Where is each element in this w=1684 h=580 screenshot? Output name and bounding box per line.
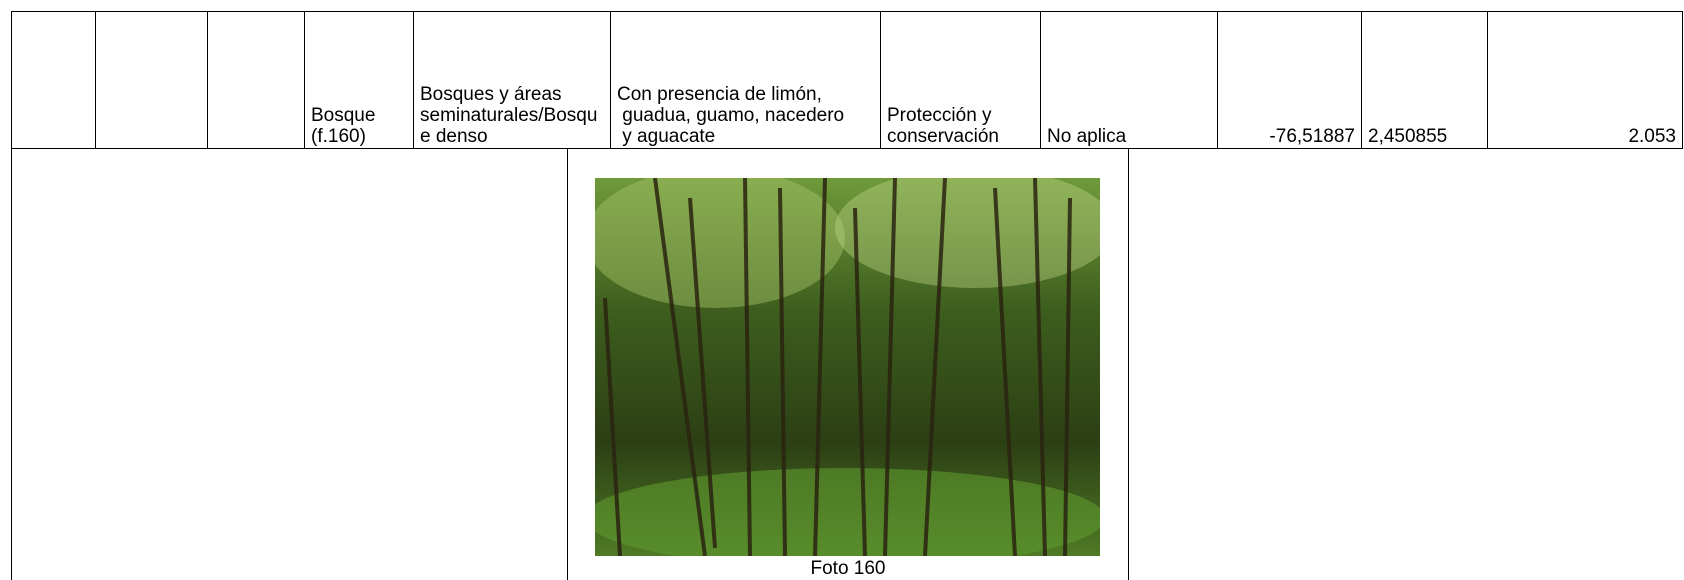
cell: 2.053 bbox=[1487, 11, 1683, 149]
photo-frame bbox=[567, 148, 1129, 580]
empty-cell bbox=[11, 11, 96, 149]
cell: No aplica bbox=[1040, 11, 1218, 149]
border bbox=[11, 148, 568, 580]
cell: Con presencia de limón, guadua, guamo, n… bbox=[610, 11, 881, 149]
photo bbox=[595, 178, 1100, 556]
cell: Bosques y áreas seminaturales/Bosque den… bbox=[413, 11, 611, 149]
cell: 2,450855 bbox=[1361, 11, 1488, 149]
empty-cell bbox=[95, 11, 208, 149]
cell: Protección y conservación bbox=[880, 11, 1041, 149]
photo-caption: Foto 160 bbox=[810, 558, 886, 579]
empty-cell bbox=[207, 11, 305, 149]
cell: Bosque (f.160) bbox=[304, 11, 414, 149]
cell: -76,51887 bbox=[1217, 11, 1362, 149]
